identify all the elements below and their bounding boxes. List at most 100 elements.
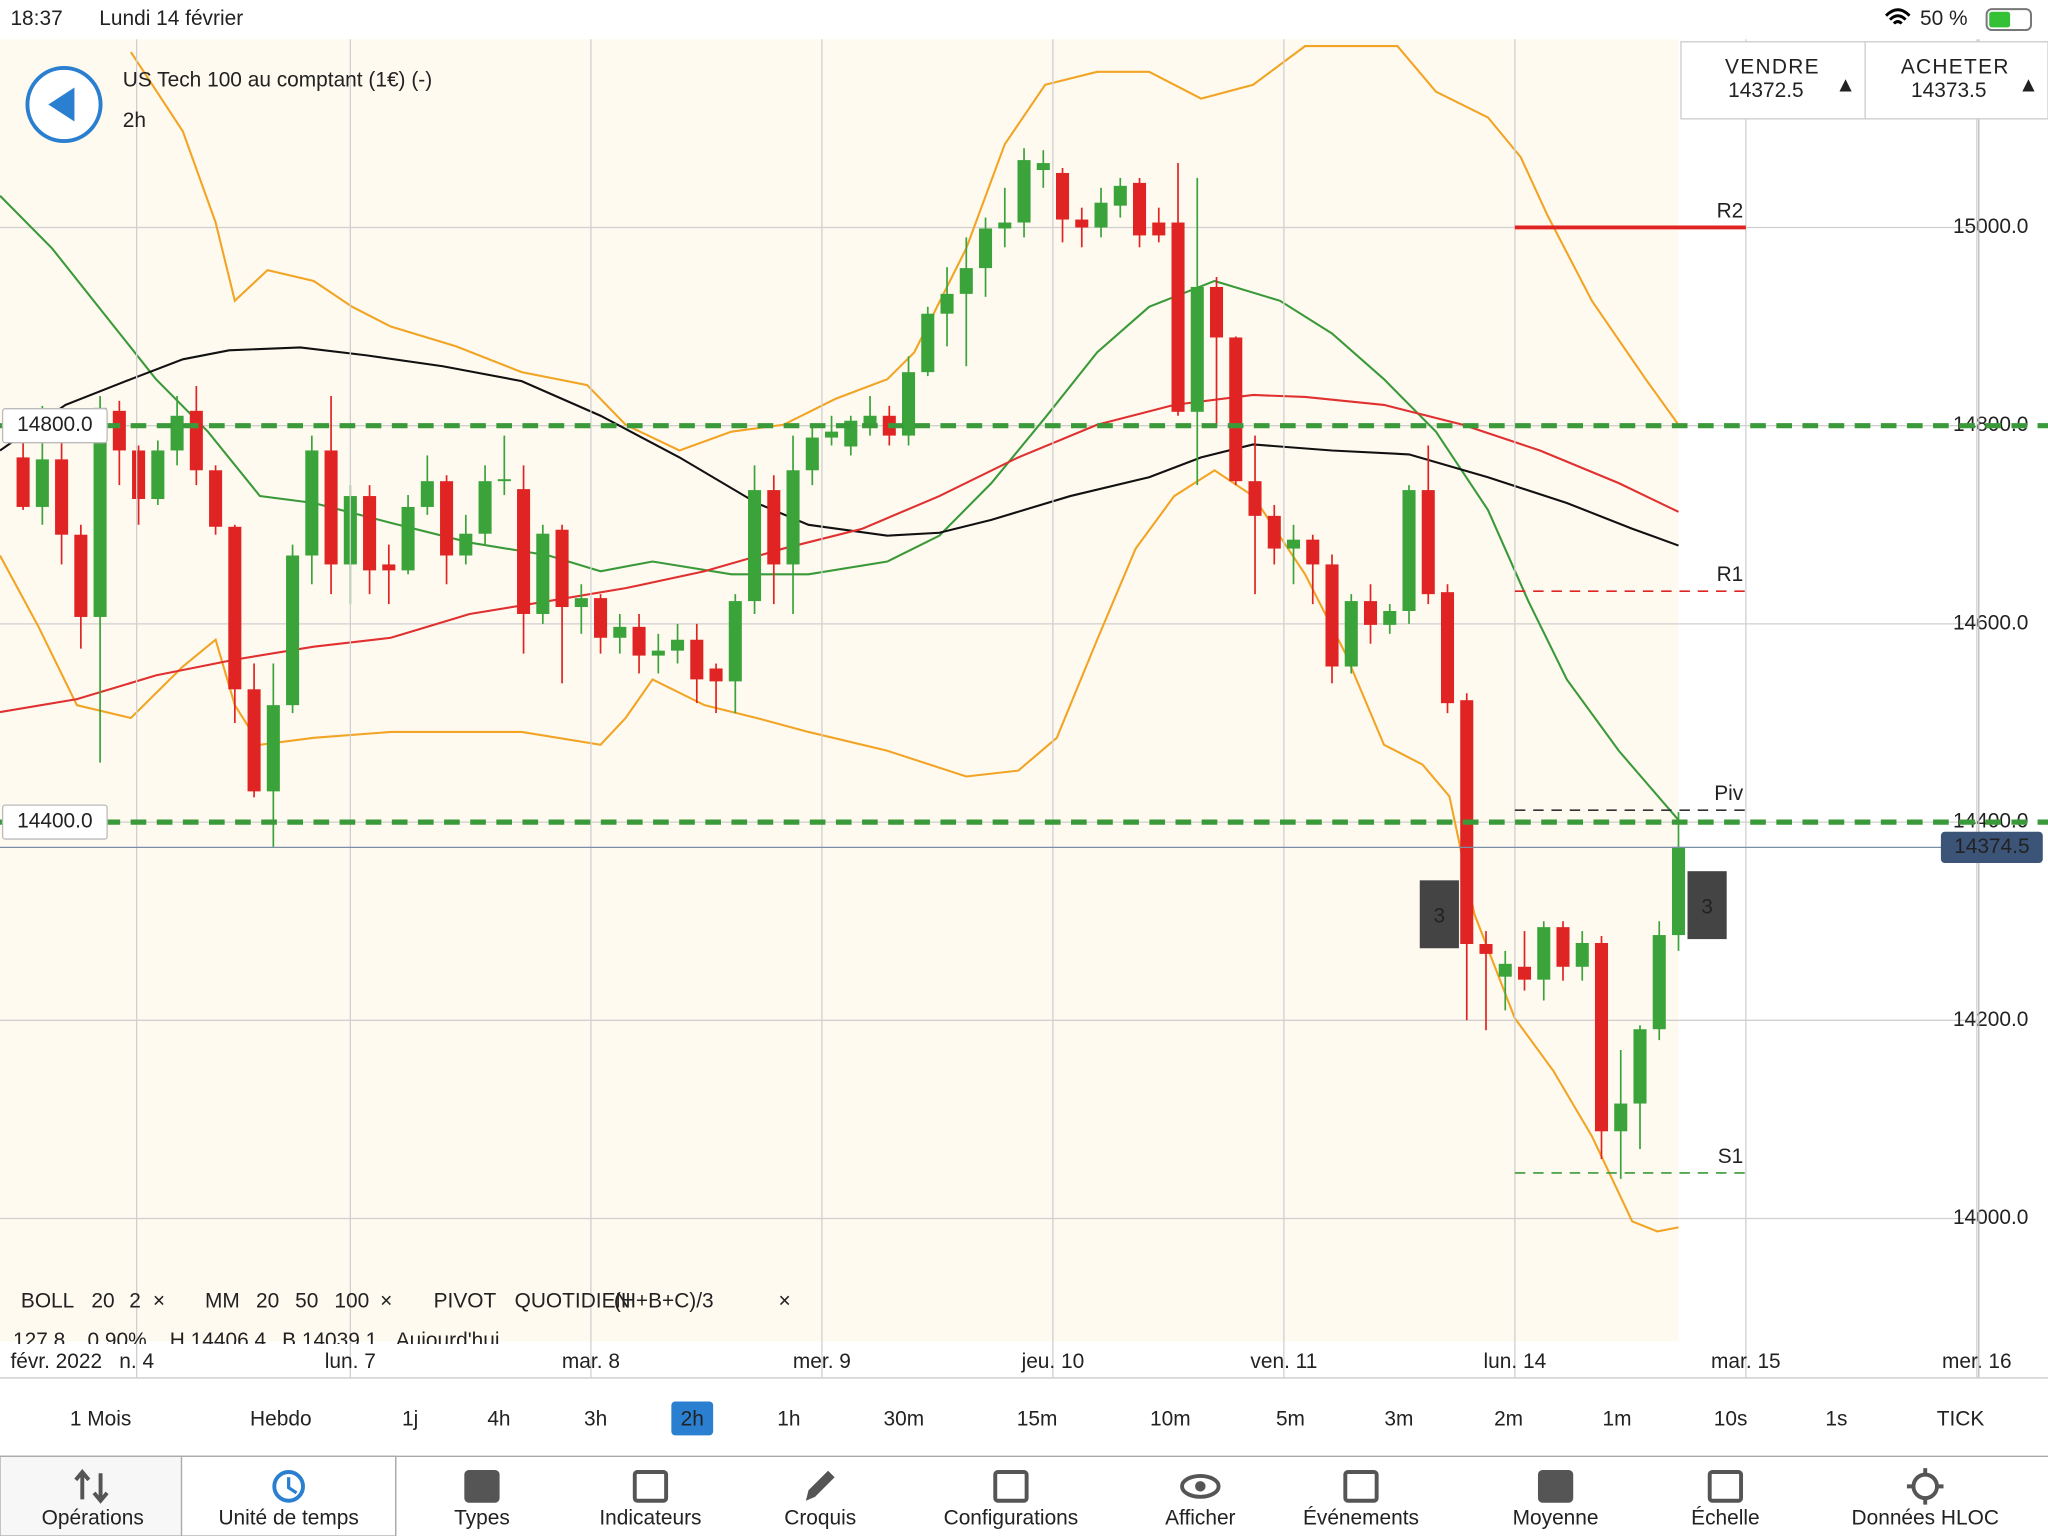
indicator-line [129,45,1680,452]
candle-body [420,481,434,507]
remove-indicator[interactable]: × [380,1290,392,1313]
toolbar-icon [1180,1473,1221,1499]
battery-level: 50 % [1920,7,1968,30]
timeframe-button[interactable]: 15m [1017,1407,1058,1430]
x-tick-label: lun. 14 [1484,1350,1547,1373]
indicator-label: 2 [129,1290,141,1313]
timeframe-button[interactable]: 1 Mois [70,1407,131,1430]
stat: 0.90% [88,1329,147,1352]
toolbar-button[interactable]: Types [454,1507,510,1530]
icon [805,1470,835,1501]
candle-body [1537,927,1551,980]
indicator-label: PIVOT [434,1290,497,1313]
candle-body [1075,219,1089,228]
toolbar-button[interactable]: Indicateurs [599,1507,701,1530]
toolbar-icon [993,1470,1029,1503]
y-tick-label: 15000.0 [1953,215,2028,238]
remove-indicator[interactable]: × [153,1290,165,1313]
candle-body [247,689,261,792]
toolbar-button[interactable]: Échelle [1691,1507,1759,1530]
candle-body [1229,337,1243,482]
icon [632,1470,669,1503]
x-tick-label: mer. 16 [1942,1350,2012,1373]
timeframe-button[interactable]: 1m [1602,1407,1631,1430]
y-tick-label: 14000.0 [1953,1206,2028,1229]
candle-body [959,268,973,294]
indicator-label: 50 [295,1290,318,1313]
candle-body [1575,942,1589,967]
candle-body [132,450,146,500]
candle-body [286,555,300,706]
timeframe-button[interactable]: 2m [1494,1407,1523,1430]
icon [1707,1470,1744,1503]
toolbar-button[interactable]: Événements [1303,1507,1419,1530]
sell-label: VENDRE [1725,55,1820,78]
toolbar-button[interactable]: Afficher [1165,1507,1235,1530]
timeframe-button[interactable]: 30m [884,1407,925,1430]
toolbar-button[interactable]: Opérations [42,1507,144,1530]
x-tick-label: lun. 7 [325,1350,376,1373]
timeframe-button[interactable]: 3h [584,1407,607,1430]
status-bar [0,0,2048,40]
icon [1906,1468,1944,1505]
timeframe-button[interactable]: 4h [487,1407,510,1430]
buy-price: 14373.5 [1911,79,1986,102]
toolbar-button[interactable]: Configurations [944,1507,1079,1530]
y-tick-label: 14200.0 [1953,1008,2028,1031]
timeframe-button[interactable]: 10m [1150,1407,1191,1430]
candle-body [209,470,223,527]
candle-body [594,598,608,638]
last-price-box [1940,831,2043,864]
pivot-label: Piv [1714,782,1744,805]
battery-icon [1985,8,2032,32]
candle-body [574,598,588,608]
toolbar-button[interactable]: Croquis [784,1507,856,1530]
toolbar-icon [1707,1470,1744,1503]
candle-body [1652,935,1666,1030]
toolbar-icon [272,1470,305,1503]
candle-body [728,601,742,682]
candle-body [536,533,550,614]
toolbar-button[interactable]: Données HLOC [1852,1507,1999,1530]
x-tick-label: mer. 9 [793,1350,851,1373]
candle-body [266,705,280,792]
last-price-label: 14374.5 [1954,835,2029,858]
annotation: 3 [1701,895,1713,918]
x-axis-label: févr. 2022 [10,1350,102,1373]
candle-body [555,529,569,608]
sell-price: 14372.5 [1728,79,1803,102]
candle-body [690,639,704,680]
timeframe-selected [671,1401,714,1436]
candle-body [1383,611,1397,625]
remove-indicator[interactable]: × [778,1290,790,1313]
indicator-label: MM [205,1290,240,1313]
toolbar-button[interactable]: Moyenne [1513,1507,1599,1530]
candle-body [112,410,126,451]
wifi-icon [1885,8,1911,25]
icon [1195,1481,1206,1492]
guide-label: 14400.0 [17,810,92,833]
timeframe-button[interactable]: 1h [777,1407,800,1430]
candle-body [651,650,665,656]
indicator-label: 100 [334,1290,369,1313]
icon [1180,1473,1221,1499]
timeframe-button[interactable]: TICK [1937,1407,1985,1430]
timeframe-button[interactable]: Hebdo [250,1407,312,1430]
candle-body [74,534,88,617]
pivot-label: S1 [1718,1145,1744,1168]
candle-body [170,415,184,451]
icon [993,1470,1029,1503]
timeframe-button[interactable]: 1s [1825,1407,1847,1430]
timeframe-button[interactable]: 2h [681,1407,704,1430]
timeframe-button[interactable]: 3m [1384,1407,1413,1430]
timeframe-button[interactable]: 5m [1276,1407,1305,1430]
timeframe-button[interactable]: 10s [1714,1407,1748,1430]
timeframe-button[interactable]: 1j [402,1407,418,1430]
stat: Aujourd'hui [396,1329,500,1352]
toolbar-icon [1343,1470,1379,1503]
indicator-line [0,195,1680,821]
back-arrow [48,87,75,122]
toolbar-button[interactable]: Unité de temps [218,1507,358,1530]
candle-body [748,490,762,602]
icon [464,1470,500,1503]
